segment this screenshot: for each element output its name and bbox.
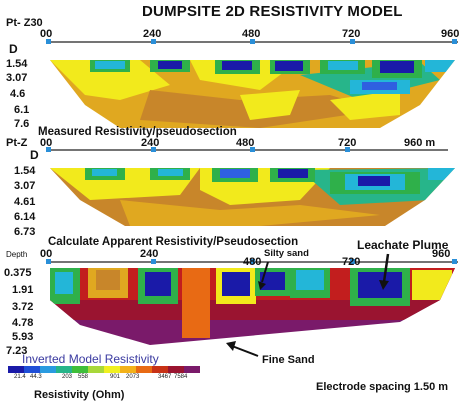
silty-sand-label: Silty sand	[264, 248, 309, 259]
depth-label: 4.6	[10, 88, 26, 100]
legend-swatch	[136, 366, 152, 373]
resistivity-unit-label: Resistivity (Ohm)	[34, 389, 125, 401]
depth-label: 4.78	[12, 317, 34, 329]
legend-swatch	[88, 366, 104, 373]
depth-label: 3.07	[14, 180, 36, 192]
tick-label: 720	[338, 137, 357, 149]
legend-swatch	[56, 366, 72, 373]
pseudosection-measured	[50, 60, 455, 128]
depth-label: 7.23	[6, 345, 28, 357]
legend-swatch	[152, 366, 168, 373]
legend-swatch	[168, 366, 184, 373]
tick-label: 240	[140, 248, 159, 260]
figure-title: DUMPSITE 2D RESISTIVITY MODEL	[142, 3, 403, 20]
depth-label: 6.14	[14, 211, 36, 223]
legend-swatch	[40, 366, 56, 373]
legend-value: 558	[78, 374, 89, 380]
legend-swatch	[120, 366, 136, 373]
annotation-arrows	[226, 253, 390, 357]
depth-header: D	[30, 148, 39, 162]
legend-value: 44.3	[30, 374, 42, 380]
tick-label: 00	[40, 28, 53, 40]
color-legend	[8, 366, 200, 373]
axis-ticks-2	[46, 147, 350, 152]
legend-value: 203	[62, 374, 73, 380]
legend-swatch	[8, 366, 24, 373]
legend-value: 901	[110, 374, 121, 380]
legend-swatch	[24, 366, 40, 373]
panel-caption-2: Calculate Apparent Resistivity/Pseudosec…	[48, 236, 299, 248]
tick-label: 960	[432, 248, 451, 260]
tick-label: 00	[40, 137, 53, 149]
leachate-plume-label: Leachate Plume	[357, 238, 449, 252]
tick-label: 240	[141, 137, 160, 149]
depth-label: 1.54	[14, 165, 36, 177]
axis-ticks-3	[46, 259, 457, 264]
electrode-spacing-label: Electrode spacing 1.50 m	[316, 381, 449, 393]
fine-sand-label: Fine Sand	[262, 354, 315, 366]
tick-label: 960 m	[404, 137, 436, 149]
pseudosection-calculated	[50, 168, 455, 226]
tick-label: 480	[242, 28, 261, 40]
legend-value: 21.4	[14, 374, 26, 380]
legend-swatch	[72, 366, 88, 373]
depth-label: 6.1	[14, 104, 30, 116]
depth-label: 3.07	[6, 72, 28, 84]
tick-label: 00	[40, 248, 53, 260]
legend-swatch	[104, 366, 120, 373]
legend-value: 2073	[126, 374, 140, 380]
depth-label: 7.6	[14, 118, 30, 130]
depth-label: 1.54	[6, 58, 28, 70]
panel-caption-3: Inverted Model Resistivity	[22, 352, 159, 366]
tick-label: 960	[441, 28, 460, 40]
panel-caption-1: Measured Resistivity/pseudosection	[38, 126, 237, 138]
panel-label-1: Pt- Z30	[6, 17, 43, 29]
panel-label-3: Depth	[6, 250, 28, 259]
tick-label: 480	[236, 137, 255, 149]
depth-label: 5.93	[12, 331, 34, 343]
depth-header: D	[9, 42, 18, 56]
inverted-model-section	[50, 268, 455, 345]
tick-label: 240	[143, 28, 162, 40]
depth-label: 4.61	[14, 196, 36, 208]
depth-label: 1.91	[12, 284, 34, 296]
tick-label: 720	[342, 28, 361, 40]
depth-label: 3.72	[12, 301, 34, 313]
tick-label: 480	[243, 256, 262, 268]
tick-label: 720	[342, 256, 361, 268]
panel-label-2: Pt-Z	[6, 137, 28, 149]
axis-ticks-1	[46, 39, 457, 44]
legend-value: 3467	[158, 374, 172, 380]
legend-value: 7584	[174, 374, 188, 380]
depth-label: 6.73	[14, 226, 36, 238]
legend-swatch	[184, 366, 200, 373]
depth-label: 0.375	[4, 267, 32, 279]
